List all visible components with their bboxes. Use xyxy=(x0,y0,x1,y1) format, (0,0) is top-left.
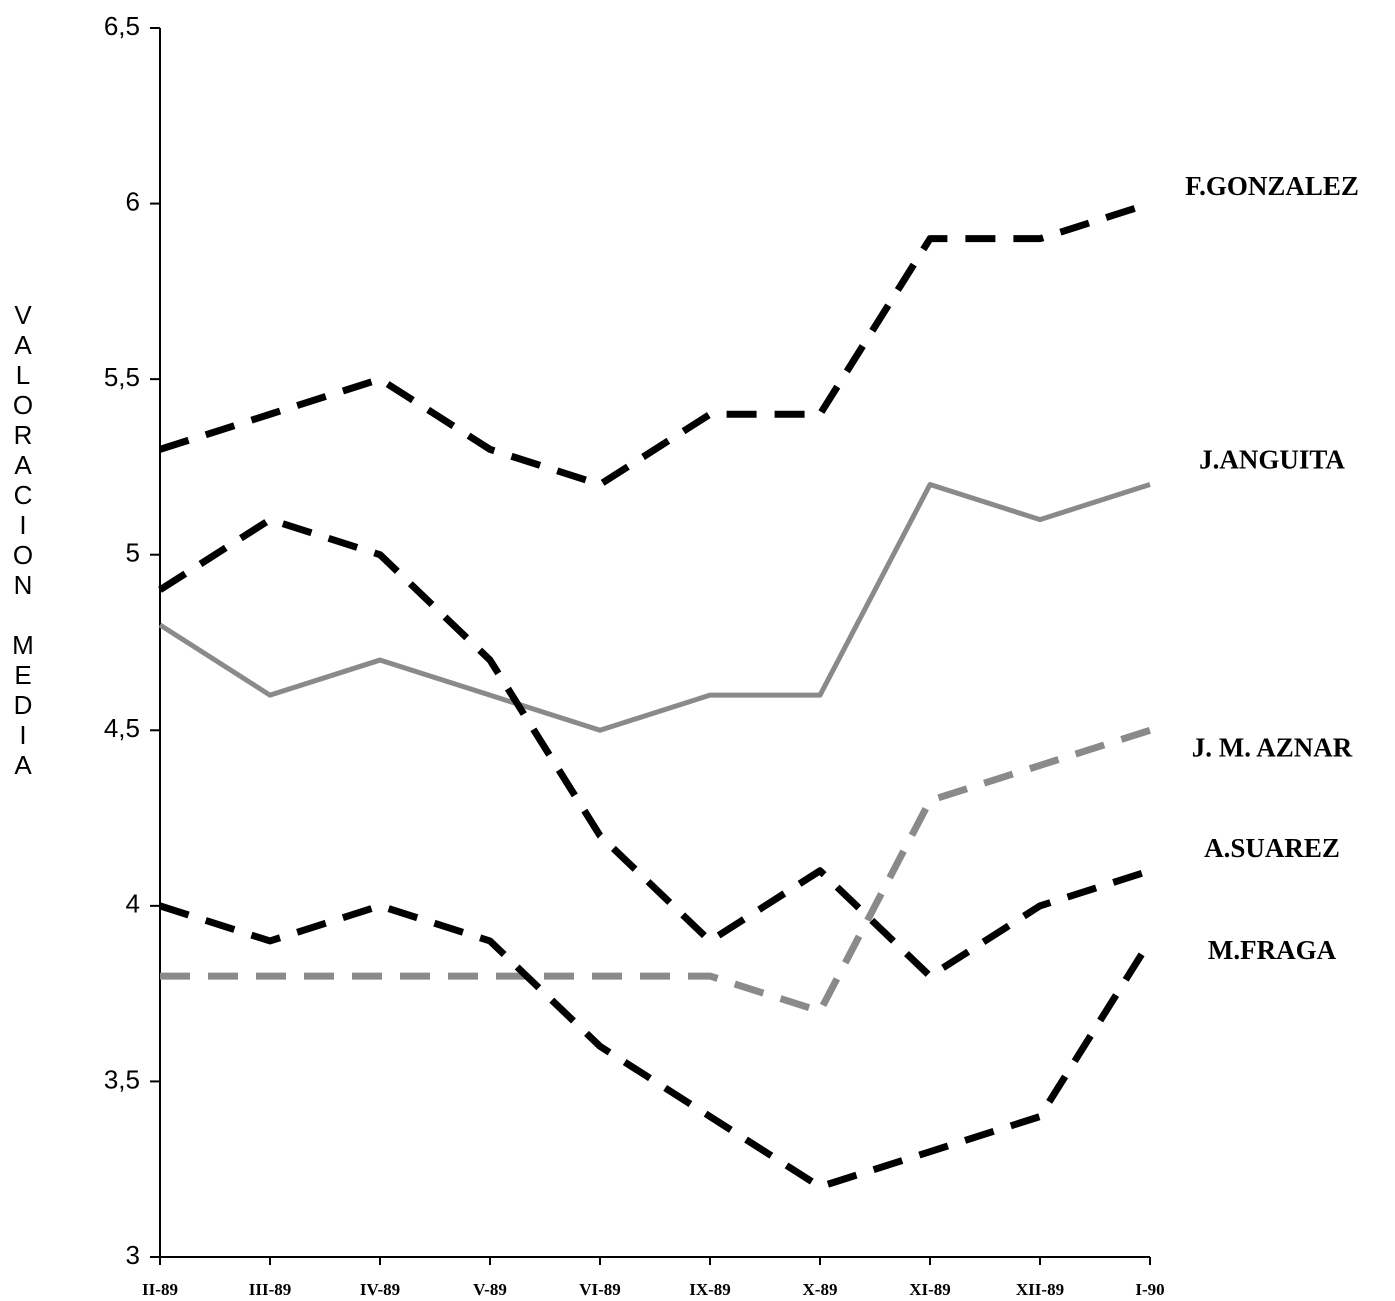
y-tick-label: 6 xyxy=(126,186,140,216)
series-label: J.ANGUITA xyxy=(1199,445,1345,475)
x-tick-label: IV-89 xyxy=(360,1280,400,1299)
x-tick-label: V-89 xyxy=(473,1280,507,1299)
series-line xyxy=(158,516,1152,980)
series-label: M.FRAGA xyxy=(1208,935,1337,965)
series-line xyxy=(158,902,1153,1191)
series-line xyxy=(158,481,1151,733)
y-tick-label: 3 xyxy=(126,1240,140,1270)
y-tick-label: 6,5 xyxy=(104,11,140,41)
series-line xyxy=(158,200,1152,488)
y-tick-label: 4,5 xyxy=(104,713,140,743)
y-tick-label: 5 xyxy=(126,538,140,568)
x-tick-label: X-89 xyxy=(803,1280,838,1299)
x-tick-label: I-90 xyxy=(1135,1280,1164,1299)
x-tick-label: VI-89 xyxy=(579,1280,621,1299)
series-label: F.GONZALEZ xyxy=(1185,171,1359,201)
x-tick-label: IX-89 xyxy=(689,1280,731,1299)
y-tick-label: 4 xyxy=(126,889,140,919)
y-tick-label: 3,5 xyxy=(104,1064,140,1094)
y-axis-title: VALORACION MEDIA xyxy=(8,300,38,780)
x-tick-label: II-89 xyxy=(142,1280,178,1299)
series-label: A.SUAREZ xyxy=(1204,833,1340,863)
x-tick-label: XII-89 xyxy=(1016,1280,1064,1299)
y-tick-label: 5,5 xyxy=(104,362,140,392)
series-line xyxy=(160,726,1152,1015)
series-label: J. M. AZNAR xyxy=(1192,732,1353,762)
x-tick-label: III-89 xyxy=(249,1280,292,1299)
x-tick-label: XI-89 xyxy=(909,1280,951,1299)
